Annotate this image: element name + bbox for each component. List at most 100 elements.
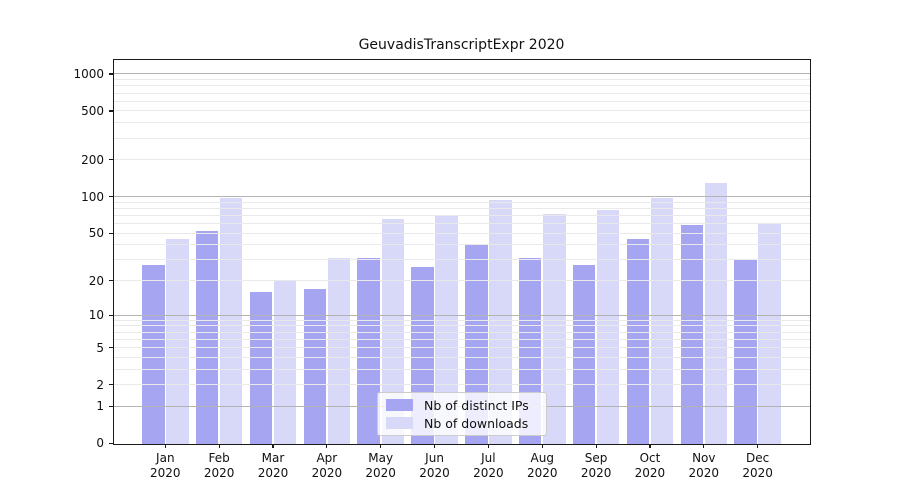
y-tick-label: 1000: [73, 66, 104, 81]
gridline-minor: [114, 331, 810, 333]
y-tick-label: 0: [96, 436, 104, 451]
y-tick-label: 1: [96, 399, 104, 414]
gridline-minor: [114, 92, 810, 94]
x-tick-mark: [380, 444, 382, 448]
x-tick-label: Oct 2020: [634, 451, 666, 480]
gridline-minor: [114, 85, 810, 87]
y-tick-mark: [109, 110, 113, 112]
gridline-minor: [114, 347, 810, 348]
bar-may-ips: [357, 258, 380, 444]
bar-sep-downloads: [596, 209, 620, 444]
y-tick-mark: [109, 195, 113, 198]
gridline-major: [114, 196, 810, 198]
bar-jun-downloads: [435, 215, 458, 444]
y-tick-label: 2: [96, 377, 104, 392]
legend-label-distinct-ips: Nb of distinct IPs: [424, 397, 529, 413]
x-tick-mark: [164, 444, 166, 448]
gridline-minor: [114, 319, 810, 321]
x-tick-label: Dec 2020: [742, 451, 773, 480]
x-tick-mark: [703, 444, 705, 448]
bar-aug-downloads: [543, 213, 566, 444]
bar-jul-downloads: [489, 200, 512, 444]
x-tick-label: Jun 2020: [419, 451, 450, 480]
x-tick-mark: [272, 444, 274, 448]
x-tick-label: Feb 2020: [203, 451, 235, 480]
gridline-minor: [114, 325, 810, 327]
bar-apr-downloads: [327, 258, 351, 444]
gridline-major: [114, 314, 810, 316]
gridline-minor: [114, 79, 810, 81]
x-tick-mark: [649, 444, 651, 448]
gridline-minor: [114, 232, 810, 234]
legend-item-downloads: Nb of downloads: [386, 416, 538, 431]
gridline-minor: [114, 137, 810, 139]
chart-title: GeuvadisTranscriptExpr 2020: [358, 37, 565, 53]
y-tick-label: 10: [88, 308, 104, 323]
x-tick-mark: [487, 444, 489, 448]
legend-item-distinct-ips: Nb of distinct IPs: [386, 398, 538, 413]
x-tick-label: Jul 2020: [473, 451, 504, 480]
gridline-minor: [114, 122, 810, 124]
gridline-minor: [114, 259, 810, 261]
x-tick-mark: [595, 444, 597, 448]
y-tick-mark: [109, 383, 113, 386]
gridline-minor: [114, 223, 810, 225]
x-tick-mark: [757, 444, 759, 448]
gridline-minor: [114, 244, 810, 246]
bar-nov-downloads: [704, 182, 728, 444]
gridline-major: [114, 73, 810, 75]
gridline-minor: [114, 110, 810, 112]
y-tick-label: 20: [88, 273, 104, 288]
bar-dec-ips: [734, 259, 757, 444]
bar-jan-downloads: [166, 238, 189, 444]
y-tick-mark: [109, 314, 113, 316]
bar-dec-downloads: [758, 223, 781, 444]
gridline-minor: [114, 207, 810, 209]
x-tick-label: Apr 2020: [311, 451, 343, 480]
y-tick-label: 5: [96, 340, 104, 355]
gridline-minor: [114, 214, 810, 216]
x-tick-label: Jan 2020: [150, 451, 181, 480]
bar-sep-ips: [572, 265, 596, 444]
y-tick-mark: [109, 232, 113, 234]
y-tick-mark: [109, 442, 113, 444]
x-tick-label: Aug 2020: [526, 451, 558, 480]
bar-feb-ips: [195, 231, 219, 444]
y-tick-mark: [109, 346, 113, 349]
bar-feb-downloads: [219, 198, 243, 444]
gridline-minor: [114, 338, 810, 340]
legend-label-downloads: Nb of downloads: [424, 415, 529, 431]
x-tick-label: May 2020: [365, 451, 396, 480]
bar-mar-downloads: [273, 280, 297, 444]
gridline-minor: [114, 100, 810, 102]
y-tick-mark: [109, 159, 113, 161]
gridline-minor: [114, 384, 810, 386]
y-tick-label: 50: [88, 226, 104, 241]
bar-jan-ips: [142, 265, 165, 444]
y-tick-label: 200: [81, 152, 104, 167]
bar-oct-ips: [626, 238, 650, 444]
legend-swatch-downloads: [386, 417, 413, 429]
bar-oct-downloads: [650, 198, 674, 444]
bar-nov-ips: [680, 225, 703, 444]
y-tick-label: 500: [81, 103, 104, 118]
x-tick-label: Sep 2020: [580, 451, 612, 480]
x-tick-mark: [433, 444, 436, 448]
chart-legend: Nb of distinct IPs Nb of downloads: [377, 392, 547, 436]
gridline-minor: [114, 201, 810, 203]
x-tick-mark: [541, 444, 543, 448]
bar-apr-ips: [303, 288, 327, 444]
gridline-minor: [114, 159, 810, 161]
legend-swatch-distinct-ips: [386, 399, 413, 411]
x-tick-label: Mar 2020: [257, 451, 289, 480]
gridline-minor: [114, 368, 810, 370]
y-tick-mark: [109, 405, 113, 407]
y-tick-mark: [109, 73, 113, 75]
gridline-minor: [114, 280, 810, 282]
y-tick-mark: [109, 279, 113, 282]
x-tick-mark: [218, 444, 220, 448]
x-tick-mark: [326, 444, 328, 448]
y-tick-label: 100: [81, 189, 104, 204]
x-tick-label: Nov 2020: [688, 451, 720, 480]
